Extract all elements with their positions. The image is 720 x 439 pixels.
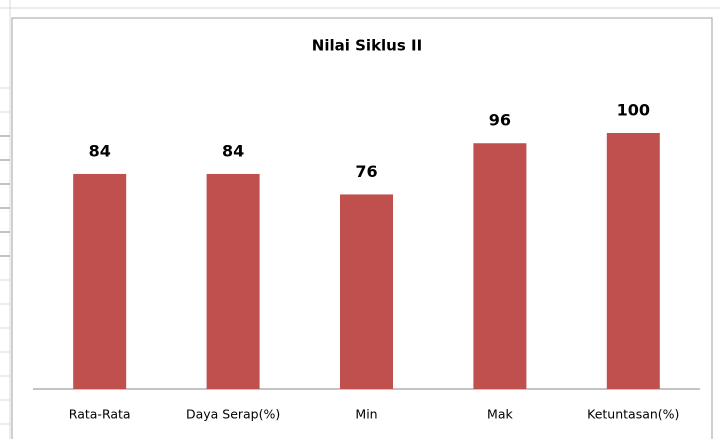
x-tick-label: Min — [355, 407, 377, 422]
chart-title: Nilai Siklus II — [312, 37, 422, 55]
data-label: 76 — [355, 162, 377, 181]
bar — [340, 194, 393, 389]
data-label: 84 — [89, 141, 111, 160]
bar — [73, 173, 127, 389]
bar — [473, 143, 527, 389]
x-tick-label: Ketuntasan(%) — [587, 407, 679, 422]
data-label: 96 — [489, 111, 511, 130]
data-label: 84 — [222, 141, 244, 160]
bar — [606, 133, 660, 389]
bar — [206, 173, 260, 389]
data-label: 100 — [617, 101, 650, 120]
x-tick-label: Mak — [487, 407, 513, 422]
x-tick-label: Daya Serap(%) — [186, 407, 280, 422]
x-tick-label: Rata-Rata — [69, 407, 131, 422]
